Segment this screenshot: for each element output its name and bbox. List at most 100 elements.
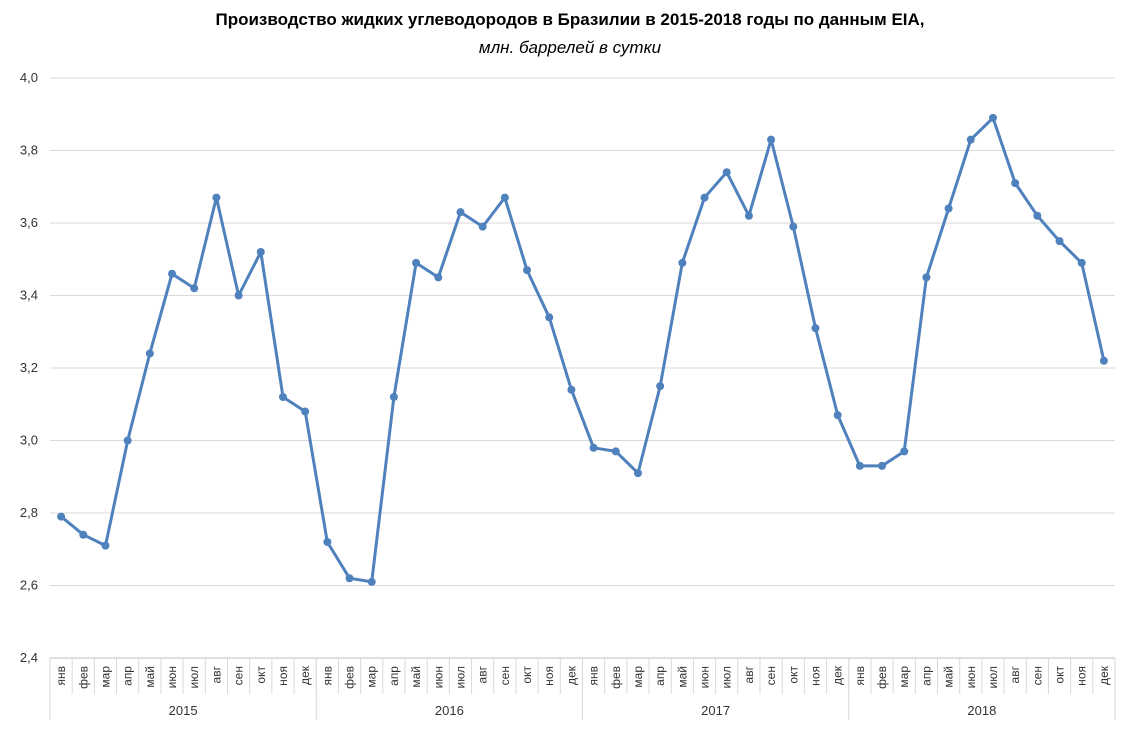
x-tick-label: июн bbox=[431, 666, 445, 688]
x-tick-label: авг bbox=[476, 665, 490, 683]
data-point bbox=[57, 512, 66, 521]
x-tick-label: июл bbox=[187, 666, 201, 688]
x-tick-label: мар bbox=[365, 666, 379, 688]
x-tick-label: окт bbox=[786, 666, 800, 684]
x-tick-label: мар bbox=[98, 666, 112, 688]
x-axis: янв фев мар апр май июн июл авг сен окт ноя дек янв ф… bbox=[49, 657, 1116, 720]
x-tick-label: ноя bbox=[542, 666, 556, 686]
data-point bbox=[922, 273, 931, 282]
chart-title: Производство жидких углеводородов в Браз… bbox=[215, 10, 925, 29]
x-tick-label: апр bbox=[387, 666, 401, 686]
data-point bbox=[301, 407, 310, 416]
data-point bbox=[256, 248, 265, 256]
x-tick-label: янв bbox=[853, 666, 867, 686]
year-label: 2018 bbox=[967, 703, 996, 718]
data-point bbox=[1011, 179, 1020, 188]
x-tick-label: июн bbox=[698, 666, 712, 688]
x-tick-label: авг bbox=[742, 665, 756, 683]
data-point bbox=[389, 393, 398, 401]
data-point bbox=[1099, 356, 1108, 365]
data-point bbox=[434, 273, 443, 282]
x-tick-label: июн bbox=[964, 666, 978, 688]
x-tick-label: янв bbox=[54, 666, 68, 686]
x-tick-label: сен bbox=[232, 666, 246, 685]
x-tick-label: дек bbox=[564, 665, 578, 685]
data-point bbox=[545, 313, 554, 322]
data-point bbox=[700, 193, 709, 202]
y-tick-label: 2,8 bbox=[20, 505, 38, 520]
data-point bbox=[168, 269, 177, 278]
data-point bbox=[589, 443, 598, 452]
x-tick-label: сен bbox=[1030, 666, 1044, 685]
data-point bbox=[367, 577, 376, 586]
data-point bbox=[101, 541, 110, 550]
data-point bbox=[478, 222, 487, 231]
x-tick-label: окт bbox=[254, 666, 268, 684]
data-point bbox=[278, 393, 287, 401]
y-tick-label: 3,0 bbox=[20, 433, 38, 448]
x-tick-label: фев bbox=[343, 666, 357, 689]
y-tick-label: 2,6 bbox=[20, 578, 38, 593]
x-tick-label: май bbox=[942, 666, 956, 688]
data-point bbox=[456, 208, 465, 217]
data-point bbox=[811, 324, 820, 333]
gridlines bbox=[50, 77, 1115, 659]
y-tick-label: 3,4 bbox=[20, 288, 38, 303]
data-point bbox=[900, 447, 909, 456]
year-label: 2015 bbox=[169, 703, 198, 718]
y-tick-label: 4,0 bbox=[20, 70, 38, 85]
x-tick-label: дек bbox=[298, 665, 312, 685]
x-tick-label: сен bbox=[498, 666, 512, 685]
data-point bbox=[567, 385, 576, 394]
data-point bbox=[212, 193, 221, 202]
x-tick-label: мар bbox=[897, 666, 911, 688]
data-point bbox=[323, 538, 332, 546]
data-point bbox=[123, 436, 132, 445]
x-tick-label: окт bbox=[520, 666, 534, 684]
y-tick-label: 2,4 bbox=[20, 650, 38, 665]
x-tick-label: апр bbox=[919, 666, 933, 686]
data-point bbox=[988, 113, 997, 122]
data-point bbox=[744, 211, 753, 220]
x-tick-label: янв bbox=[587, 666, 601, 686]
data-point bbox=[767, 135, 776, 144]
data-point bbox=[944, 204, 953, 213]
x-tick-label: май bbox=[409, 666, 423, 688]
x-tick-label: ноя bbox=[808, 666, 822, 686]
y-tick-label: 3,2 bbox=[20, 360, 38, 375]
x-tick-label: дек bbox=[1097, 665, 1111, 685]
data-point bbox=[500, 193, 509, 202]
x-tick-label: июл bbox=[720, 666, 734, 688]
chart-subtitle: млн. баррелей в сутки bbox=[478, 38, 662, 57]
data-point bbox=[789, 222, 798, 231]
data-point bbox=[611, 447, 620, 456]
data-point bbox=[190, 284, 199, 293]
x-tick-label: сен bbox=[764, 666, 778, 685]
x-tick-label: апр bbox=[653, 666, 667, 686]
data-point bbox=[1033, 211, 1042, 220]
data-point bbox=[1055, 237, 1064, 246]
x-tick-label: ноя bbox=[1075, 666, 1089, 686]
x-tick-label: фев bbox=[609, 666, 623, 689]
x-tick-label: авг bbox=[209, 665, 223, 683]
data-point bbox=[345, 574, 354, 583]
x-tick-label: апр bbox=[121, 666, 135, 686]
data-point bbox=[966, 135, 975, 144]
x-tick-label: июл bbox=[986, 666, 1000, 688]
series-production bbox=[57, 113, 1108, 586]
x-tick-label: мар bbox=[631, 666, 645, 688]
data-point bbox=[722, 168, 731, 177]
year-label: 2016 bbox=[435, 703, 464, 718]
x-tick-label: дек bbox=[831, 665, 845, 685]
data-point bbox=[412, 258, 421, 267]
data-point bbox=[234, 291, 243, 300]
data-point bbox=[833, 411, 842, 420]
data-point bbox=[878, 461, 887, 470]
data-point bbox=[145, 349, 154, 358]
y-axis: 2,4 2,6 2,8 3,0 3,2 3,4 3,6 3,8 4,0 bbox=[20, 70, 38, 665]
x-tick-label: авг bbox=[1008, 665, 1022, 683]
y-tick-label: 3,6 bbox=[20, 215, 38, 230]
data-point bbox=[656, 382, 665, 391]
x-tick-label: июн bbox=[165, 666, 179, 688]
